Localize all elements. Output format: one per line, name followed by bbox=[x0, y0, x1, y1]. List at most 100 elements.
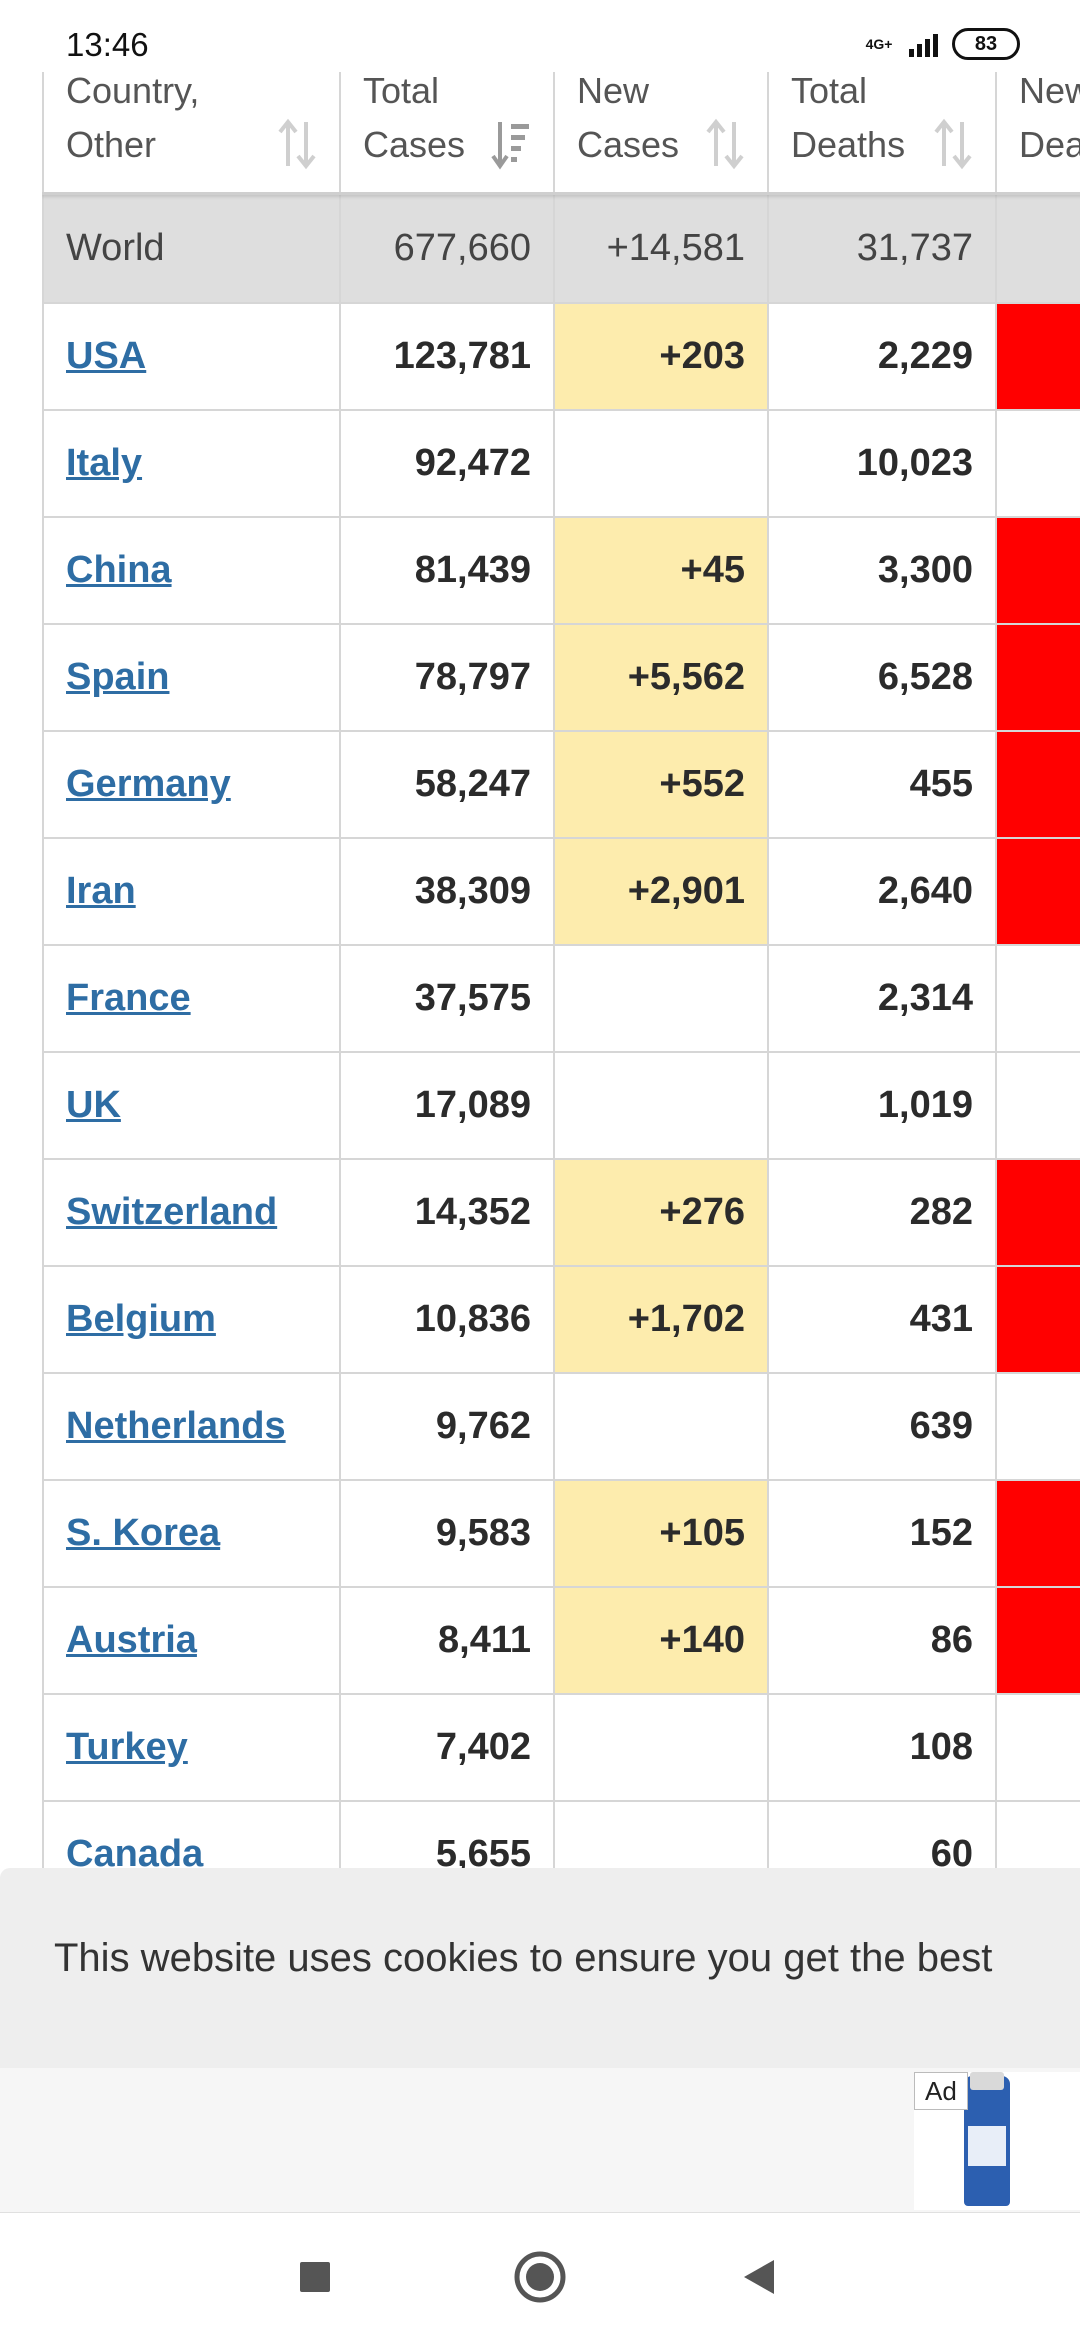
country-cell: USA bbox=[42, 304, 339, 409]
ad-banner[interactable] bbox=[0, 2068, 1080, 2212]
country-link[interactable]: Belgium bbox=[66, 1298, 216, 1340]
square-icon bbox=[300, 2262, 330, 2292]
new-cases-cell: +2,901 bbox=[553, 839, 767, 944]
header-total-cases[interactable]: Total Cases bbox=[339, 72, 553, 192]
total-deaths-cell: 431 bbox=[767, 1267, 995, 1372]
country-cell: Belgium bbox=[42, 1267, 339, 1372]
world-new-cases-cell: +14,581 bbox=[553, 194, 767, 302]
world-country-cell: World bbox=[42, 194, 339, 302]
header-total-cases-line1: Total bbox=[363, 72, 440, 111]
country-cell: UK bbox=[42, 1053, 339, 1158]
country-link[interactable]: Italy bbox=[66, 442, 143, 484]
country-link[interactable]: France bbox=[66, 977, 191, 1019]
country-cell: Iran bbox=[42, 839, 339, 944]
status-icons: 4G+ 83 bbox=[863, 28, 1020, 60]
new-deaths-cell bbox=[995, 1481, 1080, 1586]
country-cell: Germany bbox=[42, 732, 339, 837]
new-deaths-cell bbox=[995, 1053, 1080, 1158]
country-link[interactable]: Canada bbox=[66, 1833, 204, 1868]
new-cases-cell: +5,562 bbox=[553, 625, 767, 730]
new-deaths-cell bbox=[995, 946, 1080, 1051]
total-deaths-cell: 2,314 bbox=[767, 946, 995, 1051]
back-triangle-icon bbox=[744, 2260, 774, 2294]
country-link[interactable]: Austria bbox=[66, 1619, 197, 1661]
country-link[interactable]: Netherlands bbox=[66, 1405, 286, 1447]
sort-arrows-icon[interactable] bbox=[277, 118, 317, 170]
world-total-deaths-cell: 31,737 bbox=[767, 194, 995, 302]
ad-text-clipped[interactable] bbox=[1064, 2072, 1080, 2210]
new-cases-cell bbox=[553, 946, 767, 1051]
header-new-cases-line1: New bbox=[577, 72, 650, 111]
header-total-deaths-line2: Deaths bbox=[791, 124, 906, 165]
new-cases-cell: +105 bbox=[553, 1481, 767, 1586]
country-link[interactable]: Switzerland bbox=[66, 1191, 278, 1233]
sort-descending-icon[interactable] bbox=[491, 118, 531, 170]
table-row: Spain 78,797 +5,562 6,528 bbox=[42, 625, 1080, 732]
total-deaths-cell: 1,019 bbox=[767, 1053, 995, 1158]
table-row: S. Korea 9,583 +105 152 bbox=[42, 1481, 1080, 1588]
country-link[interactable]: Iran bbox=[66, 870, 136, 912]
table-row: Netherlands 9,762 639 bbox=[42, 1374, 1080, 1481]
total-cases-cell: 37,575 bbox=[339, 946, 553, 1051]
total-cases-cell: 58,247 bbox=[339, 732, 553, 837]
table-header: Country, Other Total Cases New Cases Total D… bbox=[42, 72, 1080, 195]
country-cell: Italy bbox=[42, 411, 339, 516]
country-cell: China bbox=[42, 518, 339, 623]
header-total-deaths[interactable]: Total Deaths bbox=[767, 72, 995, 192]
status-bar: 13:46 4G+ 83 bbox=[0, 0, 1080, 72]
table-row: Switzerland 14,352 +276 282 bbox=[42, 1160, 1080, 1267]
country-cell: Canada bbox=[42, 1802, 339, 1868]
table-row: France 37,575 2,314 bbox=[42, 946, 1080, 1053]
header-new-cases[interactable]: New Cases bbox=[553, 72, 767, 192]
new-cases-cell bbox=[553, 1374, 767, 1479]
new-deaths-cell bbox=[995, 1588, 1080, 1693]
new-deaths-cell bbox=[995, 1695, 1080, 1800]
country-link[interactable]: S. Korea bbox=[66, 1512, 221, 1554]
total-deaths-cell: 60 bbox=[767, 1802, 995, 1868]
new-cases-cell bbox=[553, 1053, 767, 1158]
new-cases-cell: +276 bbox=[553, 1160, 767, 1265]
header-new-deaths[interactable]: New Dea bbox=[995, 72, 1080, 192]
total-deaths-cell: 3,300 bbox=[767, 518, 995, 623]
battery-icon: 83 bbox=[952, 28, 1020, 60]
country-cell: Switzerland bbox=[42, 1160, 339, 1265]
new-cases-cell: +552 bbox=[553, 732, 767, 837]
back-button[interactable] bbox=[700, 2213, 820, 2341]
new-deaths-cell bbox=[995, 518, 1080, 623]
total-cases-cell: 5,655 bbox=[339, 1802, 553, 1868]
sort-arrows-icon[interactable] bbox=[705, 118, 745, 170]
country-link[interactable]: UK bbox=[66, 1084, 121, 1126]
total-cases-cell: 7,402 bbox=[339, 1695, 553, 1800]
country-cell: Turkey bbox=[42, 1695, 339, 1800]
home-button[interactable] bbox=[480, 2213, 600, 2341]
world-total-row: World 677,660 +14,581 31,737 bbox=[42, 194, 1080, 304]
header-total-cases-line2: Cases bbox=[363, 124, 466, 165]
country-cell: Netherlands bbox=[42, 1374, 339, 1479]
sort-arrows-icon[interactable] bbox=[933, 118, 973, 170]
total-deaths-cell: 2,229 bbox=[767, 304, 995, 409]
new-cases-cell bbox=[553, 411, 767, 516]
country-link[interactable]: USA bbox=[66, 335, 147, 377]
total-cases-cell: 8,411 bbox=[339, 1588, 553, 1693]
header-country[interactable]: Country, Other bbox=[42, 72, 339, 192]
total-cases-cell: 92,472 bbox=[339, 411, 553, 516]
new-deaths-cell bbox=[995, 411, 1080, 516]
table-row: Italy 92,472 10,023 bbox=[42, 411, 1080, 518]
country-link[interactable]: China bbox=[66, 549, 172, 591]
header-new-deaths-line2: Dea bbox=[1019, 124, 1080, 165]
country-link[interactable]: Turkey bbox=[66, 1726, 188, 1768]
country-cell: France bbox=[42, 946, 339, 1051]
table-row: Turkey 7,402 108 bbox=[42, 1695, 1080, 1802]
new-cases-cell: +45 bbox=[553, 518, 767, 623]
status-time: 13:46 bbox=[66, 26, 149, 63]
table-row: USA 123,781 +203 2,229 bbox=[42, 304, 1080, 411]
country-link[interactable]: Spain bbox=[66, 656, 170, 698]
new-deaths-cell bbox=[995, 732, 1080, 837]
new-cases-cell: +1,702 bbox=[553, 1267, 767, 1372]
country-link[interactable]: Germany bbox=[66, 763, 231, 805]
recents-button[interactable] bbox=[255, 2213, 375, 2341]
new-deaths-cell bbox=[995, 1802, 1080, 1868]
total-cases-cell: 17,089 bbox=[339, 1053, 553, 1158]
country-cell: Spain bbox=[42, 625, 339, 730]
total-cases-cell: 38,309 bbox=[339, 839, 553, 944]
